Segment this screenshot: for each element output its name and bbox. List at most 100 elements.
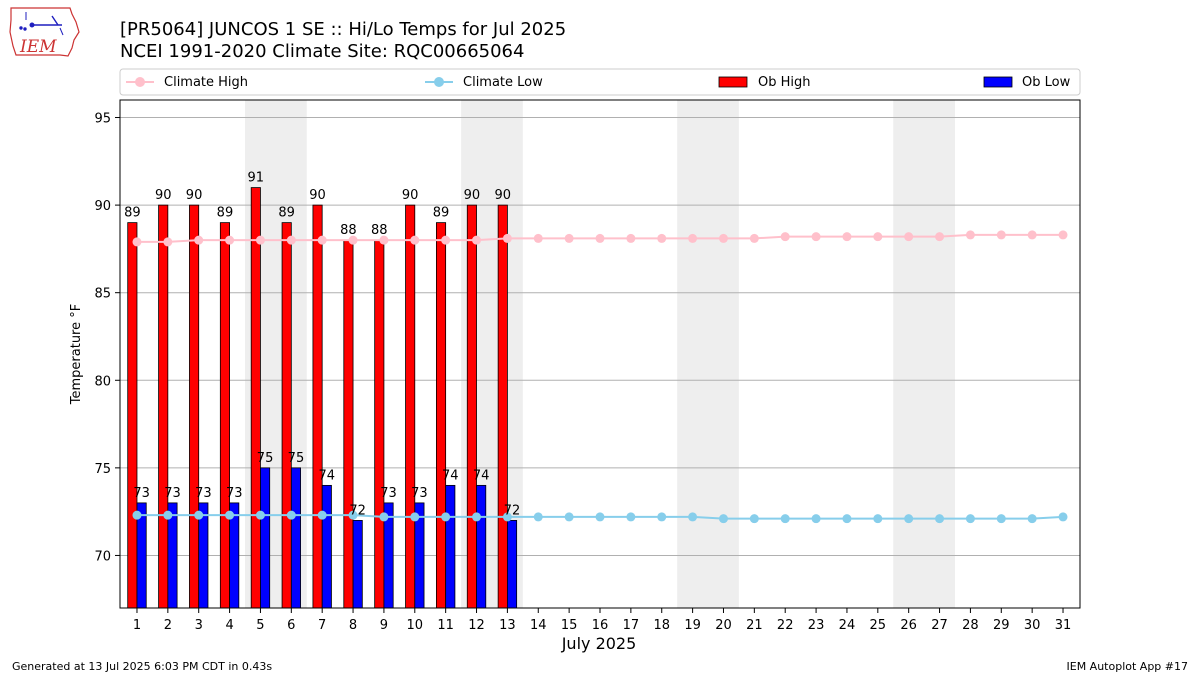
x-tick-label: 22	[777, 618, 794, 633]
climate-low-point	[904, 514, 914, 524]
ob-high-bar	[466, 204, 477, 609]
climate-low-point	[873, 514, 883, 524]
ob-high-bar	[189, 204, 200, 609]
climate-high-point	[163, 237, 173, 247]
climate-high-point	[935, 232, 945, 242]
legend-item-ob-low: Ob Low	[983, 75, 1071, 90]
x-tick-label: 21	[746, 618, 763, 633]
climate-low-point	[626, 512, 636, 522]
climate-lines	[132, 230, 1068, 524]
climate-low-point	[502, 512, 512, 522]
ob-high-bar-label: 89	[124, 206, 141, 221]
ob-low-bar	[352, 520, 363, 609]
climate-low-point	[348, 510, 358, 520]
ob-low-bar	[445, 484, 456, 609]
x-tick-label: 10	[407, 618, 424, 633]
climate-high-point	[472, 235, 482, 245]
x-tick-label: 19	[684, 618, 701, 633]
legend-label: Ob High	[758, 75, 811, 90]
x-tick-label: 24	[839, 618, 856, 633]
x-tick-label: 2	[164, 618, 172, 633]
climate-high-point	[749, 233, 759, 243]
y-tick-label: 95	[94, 112, 111, 127]
weather-glyphs-icon	[19, 12, 64, 36]
climate-high-point	[811, 232, 821, 242]
legend-frame	[119, 68, 1081, 96]
y-axis-label: Temperature °F	[69, 304, 84, 405]
ob-high-bar-label: 88	[371, 223, 388, 238]
climate-low-point	[811, 514, 821, 524]
ob-low-bar	[476, 484, 487, 609]
ob-high-bar-label: 89	[278, 206, 295, 221]
x-axis: 1 2 3 4 5 6 7 8 9 10 11 12 13 14 15 16 17 18 19 20 21 22 23 24 2…	[133, 608, 1071, 633]
data-labels: 89 90 90 89 91 89 90 88 88 90 89 90 90 73 73 73 73 75 75 74…	[124, 171, 520, 519]
legend-label: Ob Low	[1022, 75, 1071, 90]
x-tick-label: 8	[349, 618, 357, 633]
x-tick-label: 5	[256, 618, 264, 633]
climate-low-point	[996, 514, 1006, 524]
legend-item-climate-high: Climate High	[126, 75, 248, 90]
climate-low-point	[595, 512, 605, 522]
x-tick-label: 28	[962, 618, 979, 633]
x-tick-label: 1	[133, 618, 141, 633]
ob-low-bar-label: 74	[442, 468, 459, 483]
x-tick-label: 4	[225, 618, 233, 633]
legend-item-climate-low: Climate Low	[425, 75, 543, 90]
ob-high-bar	[250, 187, 261, 609]
x-tick-label: 13	[499, 618, 516, 633]
legend-swatch	[983, 76, 1013, 88]
iem-logo: IEM	[9, 7, 80, 57]
climate-high-point	[626, 233, 636, 243]
climate-high-point	[965, 230, 975, 240]
weekend-band	[893, 100, 955, 608]
ob-low-bar	[290, 467, 301, 609]
climate-high-point	[225, 235, 235, 245]
ob-high-bar	[127, 222, 138, 609]
ob-low-bar-label: 74	[319, 468, 336, 483]
x-tick-label: 31	[1055, 618, 1072, 633]
ob-high-bar-label: 89	[217, 206, 234, 221]
x-tick-label: 7	[318, 618, 326, 633]
climate-high-point	[842, 232, 852, 242]
climate-high-point	[996, 230, 1006, 240]
y-tick-label: 85	[94, 287, 111, 302]
climate-low-point	[410, 512, 420, 522]
climate-low-point	[657, 512, 667, 522]
ob-low-bar-label: 72	[504, 503, 521, 518]
x-tick-label: 17	[623, 618, 640, 633]
ob-low-bar-label: 73	[133, 486, 150, 501]
iem-logo-text: IEM	[19, 37, 57, 57]
climate-high-point	[441, 235, 451, 245]
ob-low-bar-label: 75	[288, 451, 305, 466]
climate-low-point	[842, 514, 852, 524]
ob-high-bar-label: 90	[402, 188, 419, 203]
x-tick-label: 18	[653, 618, 670, 633]
climate-low-point	[132, 510, 142, 520]
ob-low-bar-label: 74	[473, 468, 490, 483]
ob-low-bar-label: 72	[349, 503, 366, 518]
ob-high-bar-label: 88	[340, 223, 357, 238]
climate-low-point	[194, 510, 204, 520]
ob-high-bar	[219, 222, 230, 609]
climate-low-point	[317, 510, 327, 520]
legend-marker	[135, 77, 145, 87]
climate-low-point	[718, 514, 728, 524]
ob-low-bar-label: 73	[380, 486, 397, 501]
ob-high-bar	[281, 222, 292, 609]
ob-high-bar	[374, 239, 385, 609]
ob-low-bar	[260, 467, 271, 609]
legend-label: Climate Low	[463, 75, 543, 90]
climate-high-point	[904, 232, 914, 242]
climate-low-point	[1058, 512, 1068, 522]
ob-high-bar	[405, 204, 416, 609]
climate-low-point	[935, 514, 945, 524]
ob-low-bar	[506, 520, 518, 609]
climate-high-point	[1058, 230, 1068, 240]
x-tick-label: 6	[287, 618, 295, 633]
climate-high-point	[1027, 230, 1037, 240]
x-tick-label: 9	[380, 618, 388, 633]
climate-high-point	[657, 233, 667, 243]
ob-low-bar-label: 73	[411, 486, 428, 501]
